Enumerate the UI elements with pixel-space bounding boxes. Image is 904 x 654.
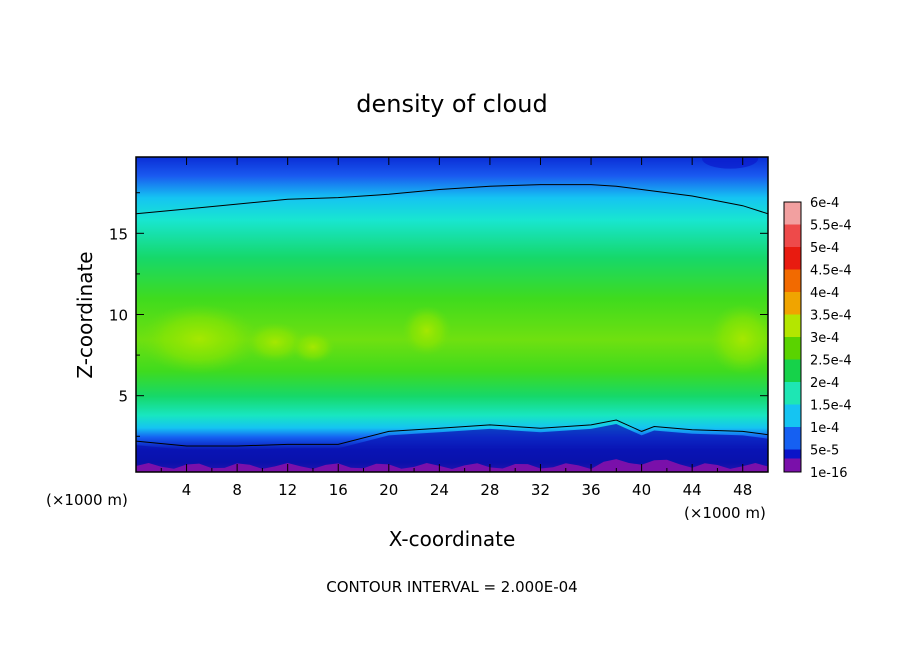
density-core-5 xyxy=(707,303,768,374)
density-core-3 xyxy=(290,330,335,363)
colorbar-label: 1.5e-4 xyxy=(810,399,852,414)
colorbar-swatch xyxy=(784,202,801,225)
y-tick-label: 5 xyxy=(118,388,128,406)
top-right-low-patch xyxy=(702,157,759,169)
y-axis-label: Z-coordinate xyxy=(73,251,97,378)
density-core-2 xyxy=(245,322,306,363)
x-tick-label: 16 xyxy=(329,481,348,499)
colorbar-swatch xyxy=(784,269,801,293)
colorbar-label: 1e-16 xyxy=(810,466,848,481)
x-axis-ticks: 4 8 12 16 20 24 28 32 36 40 44 48 xyxy=(160,157,752,499)
y-axis-ticks: 5 10 15 xyxy=(109,192,768,437)
x-unit-right: (×1000 m) xyxy=(684,504,766,522)
high-density-cores xyxy=(139,157,768,374)
colorbar-label: 5e-4 xyxy=(810,241,839,256)
x-tick-label: 44 xyxy=(683,481,702,499)
y-tick-label: 15 xyxy=(109,225,128,243)
colorbar-swatch xyxy=(784,337,801,360)
colorbar-label: 1e-4 xyxy=(810,421,839,436)
x-tick-label: 8 xyxy=(232,481,242,499)
x-tick-label: 20 xyxy=(379,481,398,499)
colorbar-swatch xyxy=(784,458,801,472)
colorbar-swatch xyxy=(784,224,801,248)
colorbar-swatch xyxy=(784,359,801,383)
colorbar-swatch xyxy=(784,427,801,450)
colorbar-swatch xyxy=(784,247,801,270)
bottom-layer-fill xyxy=(136,424,768,472)
x-tick-label: 40 xyxy=(632,481,651,499)
colorbar-label: 5e-5 xyxy=(810,444,839,459)
density-core-4 xyxy=(401,305,452,356)
x-tick-label: 28 xyxy=(480,481,499,499)
x-tick-label: 24 xyxy=(430,481,449,499)
top-contour-line xyxy=(136,184,768,215)
x-unit-left: (×1000 m) xyxy=(46,491,128,509)
colorbar-swatch xyxy=(784,382,801,405)
x-tick-label: 4 xyxy=(182,481,192,499)
y-tick-label: 10 xyxy=(109,307,128,325)
colorbar-label: 6e-4 xyxy=(810,196,839,211)
contour-interval-note: CONTOUR INTERVAL = 2.000E-04 xyxy=(326,578,577,596)
colorbar-frame xyxy=(783,201,802,473)
colorbar-label: 5.5e-4 xyxy=(810,219,852,234)
colorbar-swatch xyxy=(784,404,801,428)
x-tick-label: 12 xyxy=(278,481,297,499)
chart-title: density of cloud xyxy=(356,90,547,118)
plot-area xyxy=(136,157,768,472)
bottom-purple-strip xyxy=(136,459,768,472)
x-axis-label: X-coordinate xyxy=(389,527,516,551)
colorbar-label: 3.5e-4 xyxy=(810,309,852,324)
colorbar-swatch xyxy=(784,314,801,338)
colorbar: 6e-4 5.5e-4 5e-4 4.5e-4 4e-4 3.5e-4 3e-4 2.5e-4… xyxy=(783,196,852,481)
bottom-contour-line xyxy=(136,419,768,447)
colorbar-label: 3e-4 xyxy=(810,331,839,346)
colorbar-label: 4.5e-4 xyxy=(810,264,852,279)
colorbar-label: 2e-4 xyxy=(810,376,839,391)
x-tick-label: 32 xyxy=(531,481,550,499)
colorbar-label: 2.5e-4 xyxy=(810,354,852,369)
x-tick-label: 36 xyxy=(581,481,600,499)
colorbar-label: 4e-4 xyxy=(810,286,839,301)
x-tick-label: 48 xyxy=(733,481,752,499)
density-core-1 xyxy=(139,303,260,374)
colorbar-swatch xyxy=(784,292,801,315)
